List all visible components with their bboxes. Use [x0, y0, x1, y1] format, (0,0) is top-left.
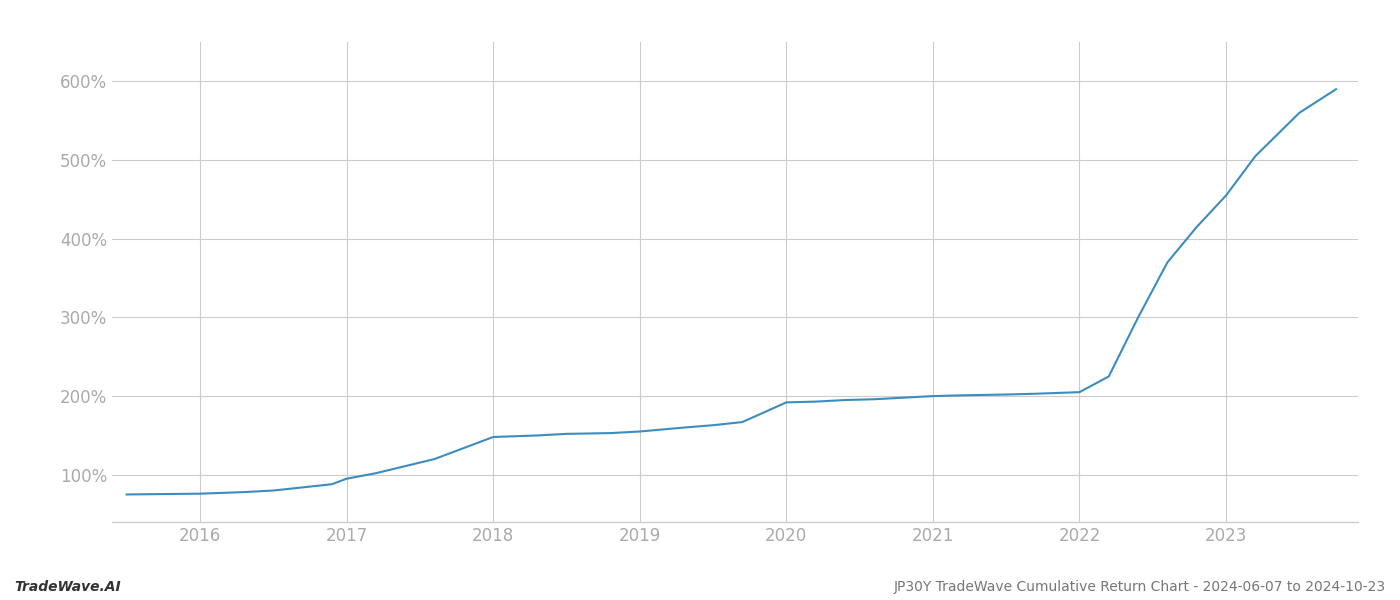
- Text: TradeWave.AI: TradeWave.AI: [14, 580, 120, 594]
- Text: JP30Y TradeWave Cumulative Return Chart - 2024-06-07 to 2024-10-23: JP30Y TradeWave Cumulative Return Chart …: [893, 580, 1386, 594]
